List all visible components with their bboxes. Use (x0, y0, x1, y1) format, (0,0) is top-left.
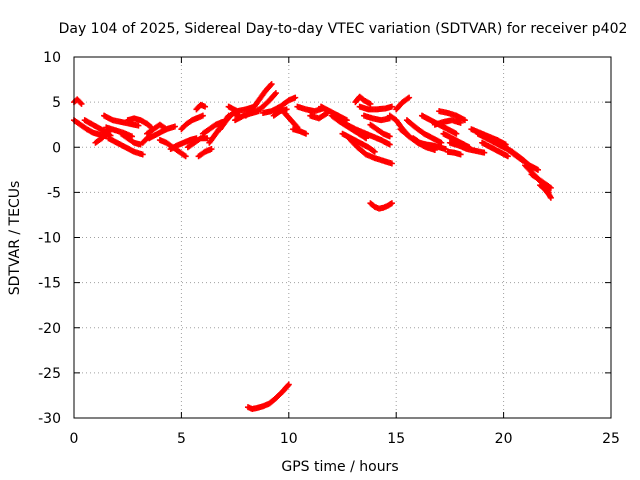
data-point (388, 160, 395, 167)
y-tick-label: 0 (52, 140, 61, 156)
series-arc-30 (294, 103, 327, 115)
x-axis-label: GPS time / hours (281, 459, 398, 475)
series-arc-34 (335, 117, 393, 148)
series-arc-29 (290, 126, 309, 137)
data-point (388, 103, 395, 110)
data-point (457, 151, 464, 158)
series-arc-06 (105, 135, 146, 158)
data-point (284, 382, 291, 389)
data-point (271, 91, 278, 98)
data-point (202, 103, 209, 110)
series-arc-39 (360, 112, 393, 124)
series-arc-17 (195, 146, 215, 160)
series-arc-60 (537, 182, 554, 201)
y-tick-label: -30 (38, 411, 61, 427)
data-point (135, 122, 142, 129)
data-point (148, 133, 155, 140)
x-tick-label: 10 (280, 431, 298, 447)
data-point (406, 94, 413, 101)
x-tick-label: 0 (70, 431, 79, 447)
y-tick-label: -5 (47, 185, 61, 201)
data-point (199, 112, 206, 119)
data-point (453, 130, 460, 137)
series-arc-48 (431, 117, 464, 128)
data-point (388, 200, 395, 207)
y-tick-label: 5 (52, 95, 61, 111)
series-arc-37 (352, 93, 374, 107)
data-point (139, 151, 146, 158)
data-point (367, 100, 374, 107)
data-point (285, 381, 292, 388)
series-arc-55 (479, 139, 511, 160)
data-point (292, 94, 299, 101)
series-arc-40 (367, 121, 393, 140)
data-point (272, 90, 279, 97)
data-point (283, 106, 290, 113)
plot-frame (73, 56, 612, 419)
x-tick-label: 20 (495, 431, 513, 447)
series-arc-16 (184, 135, 211, 151)
data-point (534, 166, 541, 173)
data-point (302, 130, 309, 137)
data-point (547, 184, 554, 191)
x-tick-label: 5 (177, 431, 186, 447)
data-points (71, 81, 554, 412)
series-arc-46 (410, 135, 449, 153)
data-point (481, 149, 488, 156)
data-point (504, 153, 511, 160)
data-point (77, 99, 84, 106)
data-point (438, 139, 445, 146)
series-arc-36 (345, 135, 395, 167)
series-arc-45 (403, 117, 445, 146)
series-arc-12 (139, 133, 155, 146)
series-arc-52 (444, 148, 464, 158)
series-arc-26 (260, 94, 299, 116)
data-point (208, 146, 215, 153)
chart-title: Day 104 of 2025, Sidereal Day-to-day VTE… (59, 21, 628, 37)
series-arc-61 (244, 381, 292, 412)
series-arc-41 (367, 200, 395, 212)
data-point (461, 117, 468, 124)
series-arc-08 (118, 130, 144, 148)
series-arc-50 (446, 139, 488, 156)
series-arc-38 (356, 103, 395, 113)
data-point (547, 194, 554, 201)
y-tick-label: -15 (38, 276, 61, 292)
y-tick-label: -25 (38, 366, 61, 382)
data-point (268, 81, 275, 88)
series-arc-18 (193, 101, 209, 113)
y-tick-label: -20 (38, 321, 61, 337)
x-tick-label: 15 (387, 431, 405, 447)
series-arc-27 (270, 106, 290, 119)
series-arc-24 (242, 81, 275, 119)
y-tick-label: 10 (43, 50, 61, 66)
y-axis-label: SDTVAR / TECUs (7, 181, 23, 296)
series-arc-09 (124, 115, 155, 131)
data-point (371, 148, 378, 155)
data-point (171, 123, 178, 130)
tick-labels: 0 5 10 15 20 25 -30 -25 -20 -15 -10 -5 0 5 10 (38, 50, 620, 447)
y-tick-label: -10 (38, 231, 61, 247)
data-point (267, 82, 274, 89)
x-tick-label: 25 (602, 431, 620, 447)
series-arc-51 (436, 108, 468, 124)
series-arc-43 (393, 94, 413, 113)
data-point (182, 153, 189, 160)
data-point (386, 141, 393, 148)
data-point (386, 133, 393, 140)
series-arc-15 (178, 112, 206, 133)
data-point (78, 100, 85, 107)
series-arc-25 (253, 90, 279, 115)
